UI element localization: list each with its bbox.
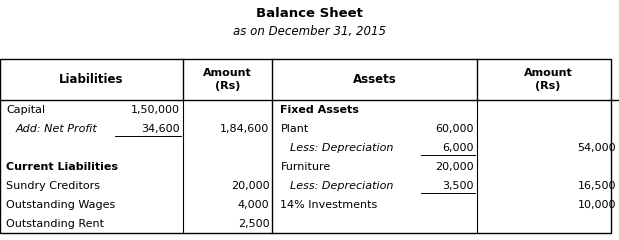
- Text: 60,000: 60,000: [435, 124, 474, 134]
- Text: Liabilities: Liabilities: [59, 73, 124, 86]
- Text: Amount
(Rs): Amount (Rs): [524, 68, 572, 91]
- Text: Outstanding Wages: Outstanding Wages: [6, 200, 115, 210]
- Text: Furniture: Furniture: [280, 162, 331, 172]
- Text: Capital: Capital: [6, 105, 45, 115]
- Text: as on December 31, 2015: as on December 31, 2015: [233, 25, 386, 38]
- Text: Amount
(Rs): Amount (Rs): [203, 68, 252, 91]
- Text: 1,84,600: 1,84,600: [220, 124, 269, 134]
- Text: Balance Sheet: Balance Sheet: [256, 7, 363, 20]
- Text: Fixed Assets: Fixed Assets: [280, 105, 359, 115]
- Text: 14% Investments: 14% Investments: [280, 200, 378, 210]
- Text: Less: Depreciation: Less: Depreciation: [290, 181, 393, 191]
- Text: Current Liabilities: Current Liabilities: [6, 162, 118, 172]
- Text: Add: Net Profit: Add: Net Profit: [15, 124, 97, 134]
- Text: 34,600: 34,600: [141, 124, 180, 134]
- Text: Outstanding Rent: Outstanding Rent: [6, 219, 104, 229]
- Text: 16,500: 16,500: [578, 181, 616, 191]
- Text: Assets: Assets: [353, 73, 396, 86]
- Bar: [0, 59, 611, 233]
- Text: Sundry Creditors: Sundry Creditors: [6, 181, 100, 191]
- Text: 54,000: 54,000: [578, 143, 616, 153]
- Text: 1,50,000: 1,50,000: [131, 105, 180, 115]
- Text: Less: Depreciation: Less: Depreciation: [290, 143, 393, 153]
- Text: 3,500: 3,500: [442, 181, 474, 191]
- Text: 6,000: 6,000: [442, 143, 474, 153]
- Text: 10,000: 10,000: [578, 200, 616, 210]
- Text: 20,000: 20,000: [231, 181, 269, 191]
- Text: 4,000: 4,000: [238, 200, 269, 210]
- Text: 2,500: 2,500: [238, 219, 269, 229]
- Text: 20,000: 20,000: [435, 162, 474, 172]
- Text: Plant: Plant: [280, 124, 309, 134]
